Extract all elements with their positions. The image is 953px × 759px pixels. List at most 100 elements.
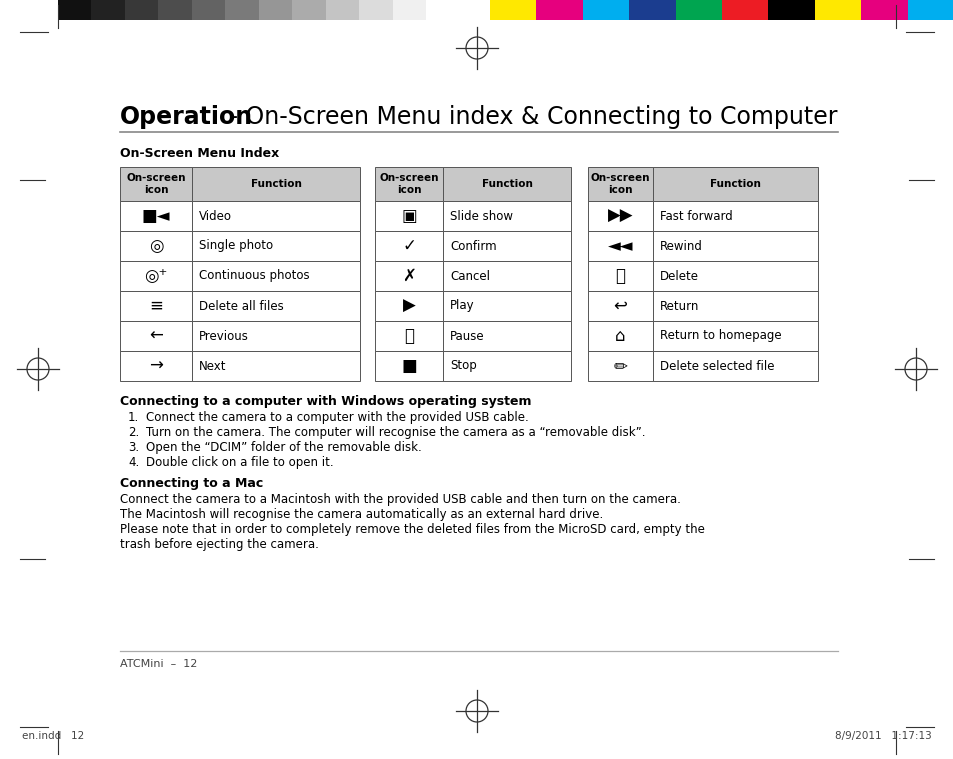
Bar (375, 231, 442, 261)
Bar (582, 0, 629, 20)
Bar (442, 261, 571, 291)
Bar (490, 0, 536, 20)
Bar (125, 0, 158, 20)
Text: Video: Video (199, 209, 232, 222)
Bar (91, 0, 125, 20)
Bar (652, 351, 817, 381)
Text: Cancel: Cancel (450, 269, 490, 282)
Bar (192, 0, 225, 20)
Bar (120, 291, 192, 321)
Text: Function: Function (251, 179, 301, 189)
Bar (814, 0, 861, 20)
Bar (652, 167, 817, 201)
Text: ◎⁺: ◎⁺ (144, 267, 168, 285)
Bar (652, 291, 817, 321)
Bar (442, 201, 571, 231)
Text: ←: ← (149, 327, 163, 345)
Bar (192, 321, 359, 351)
Bar (120, 321, 192, 351)
Text: Operation: Operation (120, 105, 253, 129)
Bar (587, 231, 652, 261)
Text: Turn on the camera. The computer will recognise the camera as a “removable disk”: Turn on the camera. The computer will re… (146, 426, 645, 439)
Text: 4.: 4. (128, 456, 139, 469)
Text: Next: Next (199, 360, 226, 373)
Text: 1.: 1. (128, 411, 139, 424)
Bar (225, 0, 258, 20)
Bar (675, 0, 721, 20)
Bar (375, 201, 442, 231)
Text: ◎: ◎ (149, 237, 163, 255)
Bar (192, 261, 359, 291)
Bar (767, 0, 814, 20)
Text: Single photo: Single photo (199, 240, 273, 253)
Bar (587, 201, 652, 231)
Text: Connect the camera to a Macintosh with the provided USB cable and then turn on t: Connect the camera to a Macintosh with t… (120, 493, 680, 506)
Bar (375, 351, 442, 381)
Text: ▶▶: ▶▶ (607, 207, 633, 225)
Text: ◄◄: ◄◄ (607, 237, 633, 255)
Text: ▶: ▶ (402, 297, 415, 315)
Text: 8/9/2011   1:17:13: 8/9/2011 1:17:13 (835, 731, 931, 741)
Bar (392, 0, 426, 20)
Bar (587, 167, 652, 201)
Bar (587, 261, 652, 291)
Text: Pause: Pause (450, 329, 484, 342)
Bar (442, 167, 571, 201)
Bar (292, 0, 325, 20)
Bar (192, 291, 359, 321)
Text: Connect the camera to a computer with the provided USB cable.: Connect the camera to a computer with th… (146, 411, 528, 424)
Bar (442, 231, 571, 261)
Bar (192, 231, 359, 261)
Text: ↩: ↩ (613, 297, 627, 315)
Bar (442, 321, 571, 351)
Bar (442, 291, 571, 321)
Bar (258, 0, 292, 20)
Text: ▣: ▣ (400, 207, 416, 225)
Text: 3.: 3. (128, 441, 139, 454)
Text: ✓: ✓ (401, 237, 416, 255)
Text: ■: ■ (400, 357, 416, 375)
Bar (375, 167, 442, 201)
Text: Delete all files: Delete all files (199, 300, 283, 313)
Bar (587, 321, 652, 351)
Text: Play: Play (450, 300, 475, 313)
Bar (442, 351, 571, 381)
Text: Fast forward: Fast forward (659, 209, 732, 222)
Text: On-screen
icon: On-screen icon (590, 173, 650, 194)
Text: Confirm: Confirm (450, 240, 497, 253)
Text: Slide show: Slide show (450, 209, 513, 222)
Bar (652, 231, 817, 261)
Text: Double click on a file to open it.: Double click on a file to open it. (146, 456, 334, 469)
Text: Stop: Stop (450, 360, 476, 373)
Text: The Macintosh will recognise the camera automatically as an external hard drive.: The Macintosh will recognise the camera … (120, 508, 602, 521)
Text: Rewind: Rewind (659, 240, 702, 253)
Bar (192, 167, 359, 201)
Text: ATCMini  –  12: ATCMini – 12 (120, 659, 197, 669)
Text: en.indd   12: en.indd 12 (22, 731, 84, 741)
Bar (192, 201, 359, 231)
Bar (861, 0, 906, 20)
Bar (652, 261, 817, 291)
Bar (536, 0, 582, 20)
Text: Delete selected file: Delete selected file (659, 360, 774, 373)
Bar (358, 0, 392, 20)
Text: On-screen
icon: On-screen icon (126, 173, 186, 194)
Text: ✗: ✗ (401, 267, 416, 285)
Bar (375, 291, 442, 321)
Text: Open the “DCIM” folder of the removable disk.: Open the “DCIM” folder of the removable … (146, 441, 421, 454)
Text: 2.: 2. (128, 426, 139, 439)
Text: trash before ejecting the camera.: trash before ejecting the camera. (120, 538, 318, 551)
Text: Continuous photos: Continuous photos (199, 269, 310, 282)
Text: →: → (149, 357, 163, 375)
Bar (192, 351, 359, 381)
Text: On-screen
icon: On-screen icon (379, 173, 438, 194)
Bar (120, 201, 192, 231)
Text: ⌂: ⌂ (615, 327, 625, 345)
Text: ✏: ✏ (613, 357, 627, 375)
Bar (158, 0, 192, 20)
Bar (120, 167, 192, 201)
Text: - On-Screen Menu index & Connecting to Computer: - On-Screen Menu index & Connecting to C… (222, 105, 837, 129)
Text: Connecting to a computer with Windows operating system: Connecting to a computer with Windows op… (120, 395, 531, 408)
Text: Function: Function (481, 179, 532, 189)
Text: Previous: Previous (199, 329, 249, 342)
